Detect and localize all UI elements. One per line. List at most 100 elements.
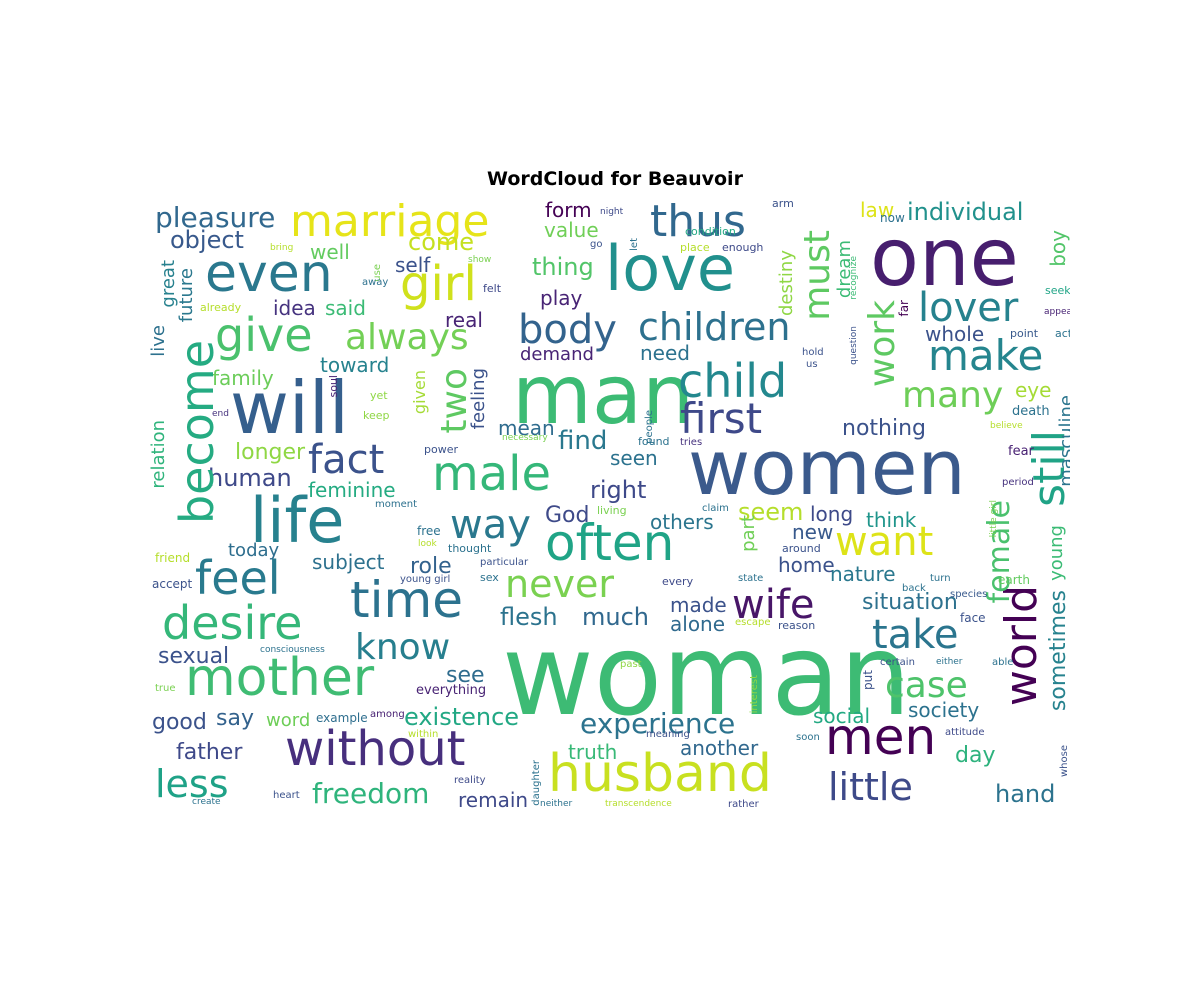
word-time: time	[350, 571, 463, 629]
word-given: given	[410, 370, 429, 415]
word-soul: soul	[327, 375, 340, 398]
word-work: work	[862, 300, 903, 388]
word-law: law	[860, 200, 895, 222]
word-whose: whose	[1059, 745, 1070, 777]
word-less: less	[155, 762, 229, 806]
word-freedom: freedom	[312, 777, 430, 810]
word-now: now	[880, 211, 905, 225]
word-first: first	[680, 394, 763, 443]
word-period: period	[1002, 477, 1034, 488]
word-transcendence: transcendence	[605, 799, 672, 809]
word-sexual: sexual	[158, 644, 230, 669]
word-want: want	[835, 519, 934, 565]
word-find: find	[558, 426, 608, 456]
word-demand: demand	[520, 344, 594, 365]
word-relation: relation	[150, 420, 169, 489]
word-today: today	[228, 540, 280, 561]
word-able: able	[992, 657, 1014, 668]
word-one: one	[870, 211, 1019, 304]
word-society: society	[908, 698, 980, 722]
word-human: human	[208, 464, 292, 492]
word-even: even	[205, 244, 333, 304]
word-see: see	[446, 663, 485, 688]
word-need: need	[640, 341, 690, 365]
word-go: go	[590, 239, 603, 250]
word-nature: nature	[830, 562, 896, 586]
wordcloud-canvas: woman man women one will love life husband often…	[150, 200, 1070, 810]
word-long: long	[810, 502, 854, 526]
word-two: two	[434, 368, 475, 434]
word-show: show	[468, 255, 492, 265]
word-situation: situation	[862, 590, 958, 615]
word-point: point	[1010, 327, 1039, 340]
word-thought: thought	[448, 542, 492, 555]
word-enough: enough	[722, 241, 764, 254]
word-women: women	[688, 423, 966, 512]
word-certain: certain	[880, 657, 915, 668]
word-real: real	[445, 308, 483, 332]
word-husband: husband	[548, 744, 772, 804]
word-seen: seen	[610, 446, 658, 470]
word-good: good	[152, 710, 207, 735]
word-desire: desire	[162, 596, 303, 650]
word-live: live	[150, 325, 169, 357]
word-past: past	[620, 659, 642, 670]
word-bring: bring	[270, 243, 294, 253]
word-child: child	[678, 354, 788, 408]
word-sex: sex	[480, 571, 499, 584]
word-value: value	[544, 218, 599, 242]
word-within: within	[408, 729, 439, 740]
word-claim: claim	[702, 503, 729, 514]
word-heart: heart	[273, 790, 300, 801]
word-fear: fear	[1008, 444, 1034, 459]
word-masculine: masculine	[1056, 395, 1070, 487]
word-already: already	[200, 301, 242, 314]
word-become: become	[170, 340, 224, 525]
word-man: man	[512, 348, 695, 443]
word-boy: boy	[1046, 230, 1070, 267]
word-truth: truth	[568, 740, 618, 764]
word-earth: earth	[998, 573, 1030, 587]
word-pleasure: pleasure	[155, 201, 276, 234]
word-power: power	[424, 443, 458, 456]
word-young-girl: young girl	[400, 574, 451, 585]
word-face: face	[960, 611, 986, 625]
word-thus: thus	[650, 200, 746, 247]
word-God: God	[545, 503, 590, 528]
word-future: future	[176, 268, 197, 323]
word-night: night	[600, 207, 624, 217]
word-day: day	[955, 743, 996, 768]
word-species: species	[950, 589, 988, 600]
word-never: never	[505, 562, 614, 606]
word-death: death	[1012, 404, 1050, 419]
word-without: without	[285, 721, 466, 777]
word-reality: reality	[454, 775, 486, 786]
word-whole: whole	[925, 322, 985, 346]
word-feel: feel	[195, 551, 281, 605]
word-case: case	[885, 665, 968, 706]
word-around: around	[782, 542, 821, 555]
word-family: family	[212, 366, 274, 390]
word-know: know	[355, 627, 451, 668]
word-must: must	[797, 230, 838, 321]
word-body: body	[518, 307, 617, 353]
word-everything: everything	[416, 683, 487, 698]
word-take: take	[872, 612, 959, 658]
word-another: another	[680, 736, 759, 760]
word-true: true	[155, 683, 176, 694]
word-remain: remain	[458, 788, 529, 810]
word-seem: seem	[738, 498, 804, 526]
word-idea: idea	[273, 296, 316, 320]
word-social: social	[813, 704, 871, 728]
word-tries: tries	[680, 437, 703, 448]
word-new: new	[792, 520, 834, 544]
word-mean: mean	[498, 416, 555, 440]
word-alone: alone	[670, 612, 726, 636]
word-word: word	[266, 710, 311, 731]
word-sometimes: sometimes	[1046, 590, 1070, 712]
word-others: others	[650, 510, 714, 534]
word-meaning: meaning	[646, 729, 690, 740]
word-little: little	[828, 765, 913, 809]
word-little-girl: little girl	[989, 500, 999, 538]
